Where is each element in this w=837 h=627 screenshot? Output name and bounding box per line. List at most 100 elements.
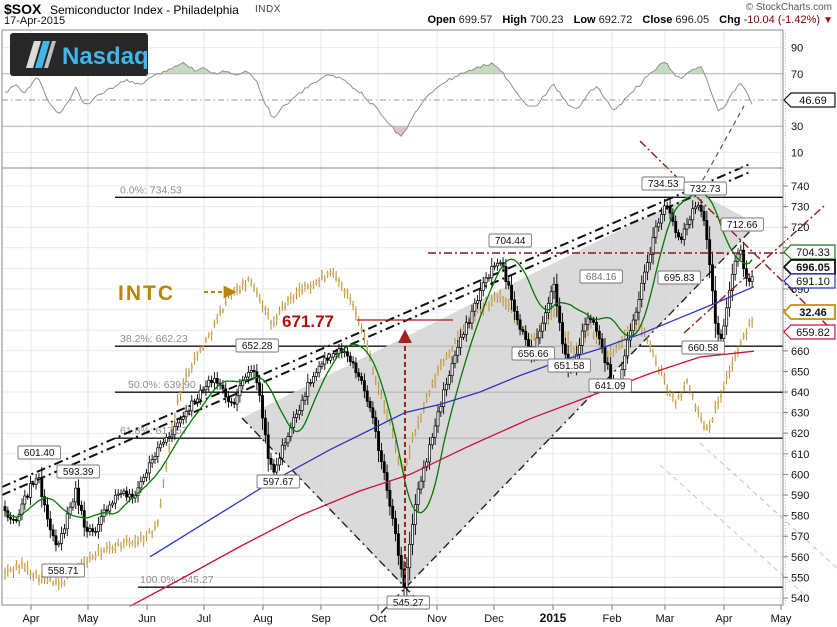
callout-box <box>17 445 61 460</box>
sox-candle-body <box>490 266 494 279</box>
intc-bar-body <box>372 369 374 373</box>
sox-candle-body <box>583 323 587 332</box>
month-label: May <box>771 613 792 625</box>
sox-candle-body <box>493 265 497 268</box>
intc-bar-body <box>108 545 111 549</box>
sox-candle-body <box>691 208 695 221</box>
month-label: Mar <box>656 613 675 625</box>
sox-candle-body <box>637 299 641 313</box>
intc-bar-body <box>241 282 244 286</box>
intc-bar-body <box>397 458 400 462</box>
sox-candle-body <box>201 389 205 392</box>
intc-bar-body <box>15 564 18 568</box>
intc-bar-body <box>173 415 176 419</box>
intc-bar-body <box>162 480 165 484</box>
fib-label: 100.0%: 545.27 <box>140 574 214 586</box>
sox-candle-body <box>354 362 358 374</box>
intc-bar-body <box>86 561 88 565</box>
nasdaq-logo[interactable]: Nasdaq <box>10 33 149 76</box>
callout-box <box>41 563 85 578</box>
sox-candle-body <box>128 493 131 498</box>
callout-text: 712.66 <box>727 220 758 231</box>
sox-candle-body <box>368 400 372 409</box>
layer-frame <box>1 29 784 606</box>
close-label: Close <box>642 14 673 26</box>
month-label: Jul <box>197 613 211 625</box>
ma-slow-line <box>129 350 755 607</box>
sox-candle-body <box>711 264 714 292</box>
axis-value-tag: 32.46 <box>782 304 836 320</box>
sox-candle-body <box>657 222 661 228</box>
sox-candle-body <box>456 347 460 356</box>
sox-candle-body <box>595 321 598 332</box>
sox-candle-body <box>725 307 729 327</box>
callout-text: 651.58 <box>554 361 585 372</box>
month-label: Oct <box>369 613 386 625</box>
intc-bar-body <box>100 553 103 557</box>
chg-down-arrow-icon[interactable]: ▼ <box>823 15 833 26</box>
intc-bar-body <box>660 370 663 374</box>
sox-candle-body <box>679 236 683 240</box>
sox-candle-body <box>195 398 199 403</box>
sox-candle-body <box>249 370 253 373</box>
sox-candle-body <box>108 504 112 512</box>
callout-box <box>511 346 555 361</box>
callout-text: 660.58 <box>688 343 719 354</box>
intc-bar-body <box>456 333 459 337</box>
layer-rsi <box>4 61 753 138</box>
intc-bar-body <box>606 353 609 357</box>
price-callout: 734.53 <box>641 176 685 191</box>
sox-candle-body <box>450 363 454 376</box>
sox-candle-body <box>733 260 737 275</box>
layer-call: 601.40 593.39 558.71 652.28 597.67 545.27 704.… <box>17 176 764 610</box>
intc-bar-body <box>369 356 371 360</box>
intc-annotation-label: INTC <box>118 282 175 305</box>
price-tick-label: 550 <box>791 572 809 584</box>
intc-bar-body <box>502 299 504 303</box>
sox-candle-body <box>261 395 264 419</box>
sox-candle-body <box>40 477 44 498</box>
intc-bar-body <box>238 289 241 293</box>
sox-candle-body <box>524 331 528 340</box>
rsi-overbought-fill <box>460 62 504 74</box>
sox-candle-body <box>326 357 330 361</box>
sox-candle-body <box>708 239 712 266</box>
low-label: Low <box>573 14 596 26</box>
intc-bar-body <box>207 333 210 337</box>
callout-box <box>588 378 632 393</box>
price-callout: 695.83 <box>657 270 701 285</box>
price-tick-label: 650 <box>791 366 809 378</box>
intc-bar-body <box>666 386 669 390</box>
intc-bar-body <box>697 408 700 413</box>
sox-candle-body <box>459 336 463 348</box>
sox-candle-body <box>116 493 120 496</box>
intc-bar-body <box>587 329 589 334</box>
intc-bar-body <box>190 365 193 369</box>
intc-bar-body <box>626 329 629 333</box>
intc-bar-body <box>420 414 422 418</box>
sox-candle-body <box>20 503 24 515</box>
intc-bar-body <box>663 376 666 380</box>
sox-candle-body <box>623 355 627 370</box>
axis-tag-shape <box>783 324 836 340</box>
price-tick-label: 620 <box>791 428 809 440</box>
intc-bar-body <box>188 371 190 375</box>
intc-bar-body <box>323 277 326 281</box>
sox-candle-body <box>147 462 151 474</box>
layer-axis: Apr May Jun Jul Aug Sep Oct Nov Dec 2015 Feb Mar Apr… <box>22 30 836 625</box>
intc-bar-body <box>52 581 55 585</box>
intc-bar-body <box>253 287 255 291</box>
intc-bar-body <box>264 306 267 310</box>
sox-candle-body <box>705 220 709 241</box>
intc-bar-body <box>230 293 233 297</box>
sox-candle-body <box>142 477 146 482</box>
fib-label: 50.0%: 639.90 <box>128 379 196 391</box>
sox-candle-body <box>51 529 55 537</box>
price-callout: 712.66 <box>720 217 764 232</box>
sox-candle-body <box>597 330 601 340</box>
intc-bar-body <box>284 306 287 310</box>
sox-candle-body <box>65 513 69 530</box>
rsi-tick-label: 90 <box>791 43 803 55</box>
callout-text: 593.39 <box>63 467 94 478</box>
